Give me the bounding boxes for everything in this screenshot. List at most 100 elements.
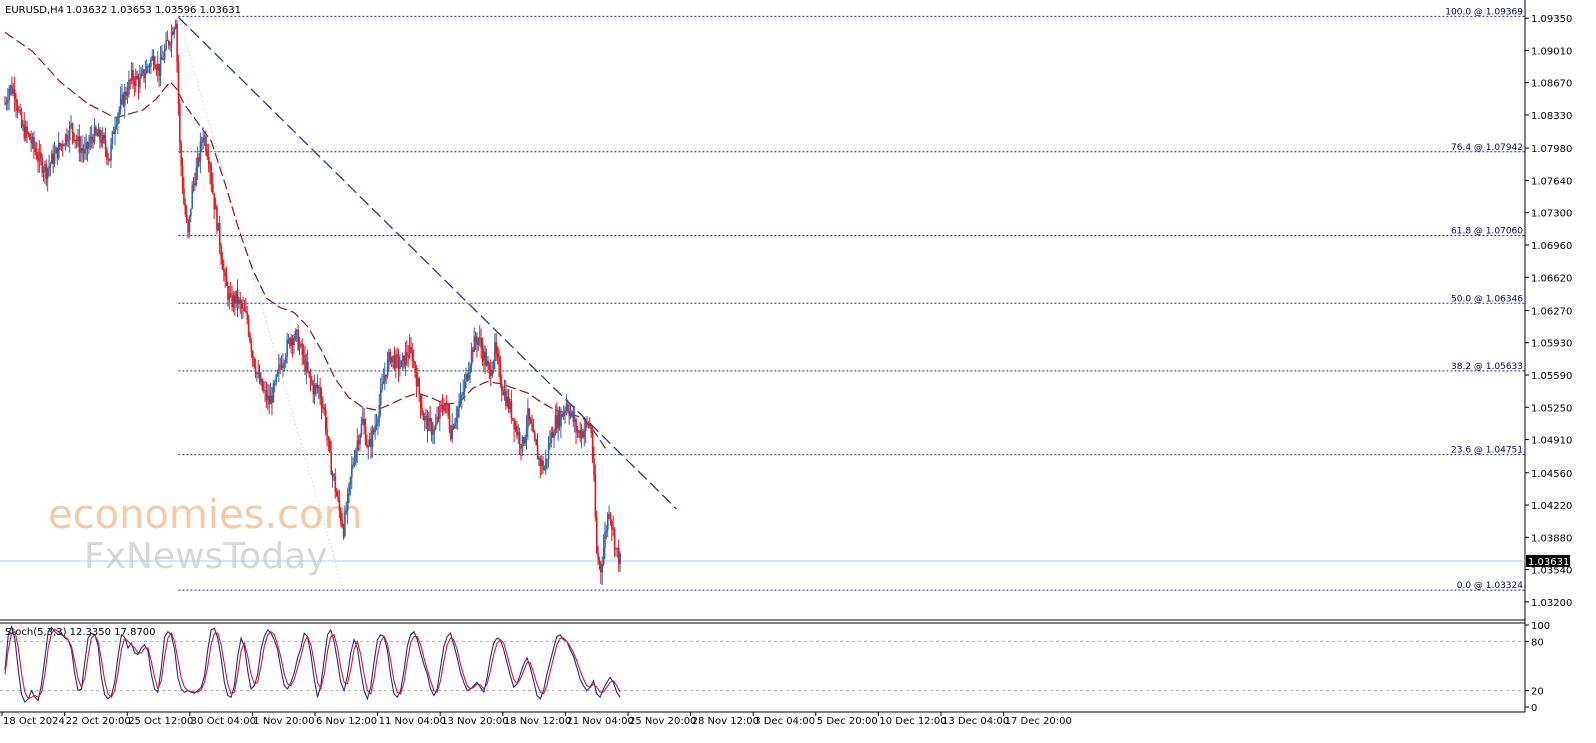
candle-body xyxy=(165,40,167,50)
candle-body xyxy=(594,474,597,518)
candle-body xyxy=(374,425,377,432)
candle-body xyxy=(296,329,298,332)
candle-body xyxy=(139,77,141,88)
candle-body xyxy=(352,464,355,466)
candle-body xyxy=(9,85,12,89)
candle-body xyxy=(465,374,467,382)
candle-body xyxy=(371,430,374,448)
fib-label: 61.8 @ 1.07060 xyxy=(1451,226,1523,236)
symbol-label: EURUSD,H4 xyxy=(5,5,64,16)
candle-body xyxy=(20,111,23,127)
candle-body xyxy=(499,364,502,385)
candle-body xyxy=(38,152,41,162)
candle-body xyxy=(155,68,158,71)
candle-body xyxy=(507,396,510,410)
candle-body xyxy=(154,64,156,69)
candle-body xyxy=(538,458,540,460)
candle-body xyxy=(470,349,473,366)
candle-body xyxy=(443,409,445,412)
candle-body xyxy=(223,269,225,273)
candle-body xyxy=(103,134,105,140)
candle-body xyxy=(333,474,335,477)
candle-body xyxy=(437,416,440,419)
candle-body xyxy=(410,346,412,351)
price-tick-label: 1.03200 xyxy=(1531,598,1572,609)
candle-body xyxy=(176,23,178,62)
candle-body xyxy=(575,419,577,432)
candle-body xyxy=(213,193,216,210)
candle-body xyxy=(57,142,60,159)
price-tick-label: 1.08670 xyxy=(1531,79,1572,90)
candle-body xyxy=(388,351,390,360)
candle-body xyxy=(393,355,396,369)
candle-body xyxy=(400,360,403,367)
candle-body xyxy=(567,403,569,411)
candle-body xyxy=(275,375,277,384)
candle-body xyxy=(535,439,538,446)
candle-body xyxy=(503,391,506,395)
candle-body xyxy=(173,28,176,35)
candle-body xyxy=(426,416,429,431)
price-tick-label: 1.03540 xyxy=(1531,566,1572,577)
candle-body xyxy=(132,70,134,82)
candle-body xyxy=(300,343,302,346)
candle-body xyxy=(602,547,605,565)
fib-label: 23.6 @ 1.04751 xyxy=(1451,446,1523,456)
candle-body xyxy=(546,458,549,460)
candle-body xyxy=(319,387,322,398)
candle-body xyxy=(19,109,22,112)
candle-body xyxy=(308,371,310,374)
candle-body xyxy=(571,411,573,414)
candle-body xyxy=(337,496,339,500)
candle-body xyxy=(302,354,305,356)
candle-body xyxy=(606,514,609,530)
candle-body xyxy=(220,245,222,259)
candle-body xyxy=(273,383,276,385)
candle-body xyxy=(37,158,39,162)
candle-body xyxy=(474,336,477,343)
candle-body xyxy=(477,338,480,346)
candle-body xyxy=(430,421,433,435)
candle-body xyxy=(151,55,154,60)
candle-body xyxy=(550,432,553,443)
ohlc-label: 1.03632 1.03653 1.03596 1.03631 xyxy=(66,5,241,16)
candle-body xyxy=(561,414,564,417)
candle-body xyxy=(30,139,33,144)
candle-body xyxy=(101,134,104,144)
candle-body xyxy=(481,347,484,361)
candle-body xyxy=(315,384,317,386)
candle-body xyxy=(543,469,546,471)
candle-body xyxy=(115,124,118,127)
candle-body xyxy=(505,391,507,406)
candle-body xyxy=(385,374,388,377)
candle-body xyxy=(608,513,610,515)
candle-body xyxy=(331,474,334,476)
candle-body xyxy=(12,89,15,94)
candle-body xyxy=(496,353,499,358)
candle-body xyxy=(96,133,99,137)
candle-body xyxy=(24,126,27,139)
candle-body xyxy=(231,294,233,308)
candle-body xyxy=(509,401,511,410)
candle-body xyxy=(562,411,565,417)
candle-body xyxy=(279,364,282,366)
candle-body xyxy=(74,140,77,142)
candle-body xyxy=(595,517,598,553)
candle-body xyxy=(457,408,459,418)
candle-body xyxy=(245,311,247,313)
candle-body xyxy=(338,499,341,511)
candle-body xyxy=(357,440,360,445)
candle-body xyxy=(415,372,418,387)
candle-body xyxy=(177,61,180,104)
candle-body xyxy=(262,389,265,391)
candle-body xyxy=(324,409,327,430)
candle-body xyxy=(86,142,89,149)
candle-body xyxy=(108,158,111,161)
trendlines xyxy=(177,16,677,510)
fibonacci-levels: 100.0 @ 1.09369 76.4 @ 1.07942 61.8 @ 1.07… xyxy=(0,7,1525,591)
price-tick-label: 1.06620 xyxy=(1531,273,1572,284)
candle-body xyxy=(586,422,588,424)
candle-body xyxy=(584,422,587,431)
